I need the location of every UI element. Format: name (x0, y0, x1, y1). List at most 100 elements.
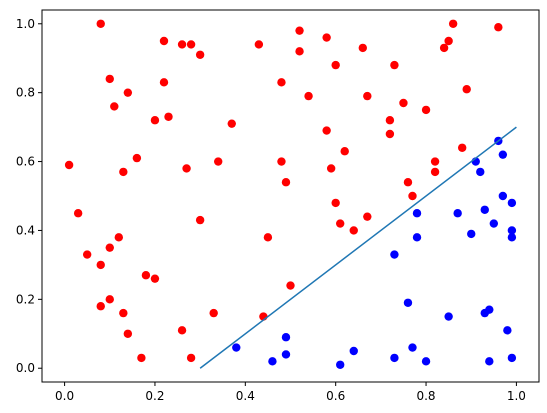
series-0-point-0 (64, 160, 74, 170)
series-0-point-5 (96, 302, 105, 311)
series-0-point-17 (141, 271, 151, 280)
series-0-point-48 (336, 219, 345, 228)
series-1-point-29 (507, 233, 517, 242)
series-0-point-8 (105, 295, 114, 304)
series-1-point-9 (408, 343, 417, 352)
series-0-point-13 (123, 88, 133, 97)
series-1-point-27 (507, 198, 517, 208)
series-0-point-38 (281, 178, 291, 187)
series-1-point-6 (390, 250, 399, 259)
series-1-point-28 (507, 226, 517, 235)
series-0-point-53 (363, 212, 372, 221)
series-1-point-15 (467, 229, 476, 239)
series-0-point-21 (159, 78, 169, 87)
series-0-point-52 (363, 91, 372, 101)
series-0-point-7 (105, 243, 114, 252)
series-0-point-19 (150, 274, 160, 283)
series-0-point-47 (331, 198, 340, 208)
series-0-point-64 (444, 36, 453, 46)
x-tick-label-1: 0.2 (145, 389, 164, 403)
series-1-point-30 (507, 353, 517, 363)
series-1-point-1 (268, 357, 277, 366)
series-0-point-45 (326, 164, 336, 173)
series-1-point-17 (476, 167, 485, 177)
series-1-point-0 (232, 343, 241, 352)
series-0-point-68 (494, 23, 503, 32)
series-0-point-59 (408, 191, 417, 201)
series-0-point-28 (195, 50, 205, 59)
series-0-point-51 (358, 43, 367, 53)
series-0-point-46 (331, 60, 340, 70)
series-0-point-56 (390, 60, 399, 70)
series-0-point-55 (385, 129, 395, 139)
series-1-point-13 (444, 312, 453, 321)
series-0-point-62 (430, 167, 440, 177)
series-0-point-36 (277, 78, 286, 87)
series-1-point-14 (453, 209, 462, 218)
series-0-point-25 (182, 164, 191, 173)
y-tick-label-4: 0.8 (16, 86, 35, 100)
series-1-point-11 (412, 233, 422, 242)
x-tick-label-0: 0.0 (55, 389, 74, 403)
series-0-point-11 (119, 167, 128, 177)
series-1-point-21 (485, 357, 494, 366)
series-1-point-2 (281, 350, 291, 359)
series-0-point-23 (177, 40, 187, 49)
y-tick-label-5: 1.0 (16, 17, 35, 31)
series-1-point-7 (390, 353, 399, 363)
x-tick-label-5: 1.0 (507, 389, 526, 403)
y-tick-label-2: 0.4 (16, 223, 35, 237)
series-0-point-61 (430, 157, 440, 166)
x-axis: 0.0 0.2 0.4 0.6 0.8 1.0 (55, 382, 526, 403)
series-0-point-14 (123, 329, 133, 338)
series-0-point-65 (448, 19, 458, 28)
series-0-point-63 (439, 43, 449, 53)
series-0-point-41 (295, 26, 304, 35)
plot-layer (64, 19, 517, 369)
series-0-point-16 (137, 353, 146, 363)
series-1-point-12 (421, 357, 431, 366)
series-0-point-44 (322, 126, 331, 135)
series-1-point-8 (403, 298, 413, 307)
series-2-line (199, 126, 517, 369)
series-1-point-18 (480, 205, 489, 214)
series-0-point-26 (186, 40, 196, 49)
series-0-point-1 (73, 209, 83, 218)
series-0-point-20 (159, 36, 169, 46)
x-tick-label-2: 0.4 (236, 389, 255, 403)
series-0-point-40 (295, 47, 304, 56)
y-tick-label-3: 0.6 (16, 155, 35, 169)
series-1-point-24 (498, 150, 508, 159)
x-tick-label-4: 0.8 (416, 389, 435, 403)
series-0-point-2 (82, 250, 92, 259)
series-0-point-4 (96, 260, 105, 270)
series-0-point-54 (385, 116, 395, 125)
series-0-point-29 (195, 215, 205, 225)
series-0-point-37 (277, 157, 286, 166)
series-0-point-33 (254, 40, 264, 49)
series-0-point-30 (209, 308, 218, 318)
y-axis: 0.0 0.2 0.4 0.6 0.8 1.0 (16, 17, 42, 375)
series-0-point-22 (164, 112, 173, 121)
series-1-point-5 (349, 346, 358, 356)
series-0-point-60 (421, 105, 431, 115)
series-0-point-67 (462, 85, 471, 94)
series-0-point-12 (119, 308, 128, 318)
series-0-point-57 (399, 98, 408, 108)
series-0-point-3 (96, 19, 105, 28)
series-0-point-18 (150, 116, 160, 125)
series-0-point-35 (263, 233, 273, 242)
series-0-point-9 (110, 102, 119, 111)
series-0-point-43 (322, 33, 331, 42)
series-1-point-3 (281, 333, 291, 342)
series-0-point-15 (132, 153, 142, 163)
plot-frame (41, 9, 540, 383)
series-0-point-24 (177, 326, 187, 335)
series-1-point-10 (412, 209, 422, 218)
series-0-point-66 (457, 143, 467, 152)
series-1-point-26 (503, 326, 512, 335)
series-1-point-25 (498, 191, 508, 201)
series-1-point-22 (489, 219, 499, 228)
